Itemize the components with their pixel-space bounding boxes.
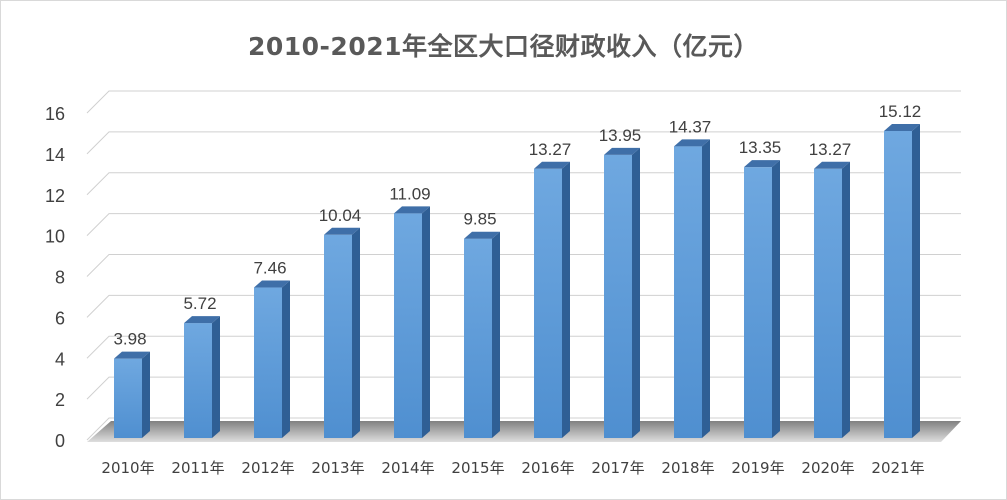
bar [114,351,150,438]
data-label: 7.46 [253,259,286,278]
bar-side [352,227,360,438]
y-tick-label: 6 [55,308,65,328]
bar-top [744,160,780,168]
data-label: 5.72 [183,294,216,313]
bar-top [394,206,430,214]
y-tick-label: 12 [45,186,65,206]
bar-side [912,123,920,439]
x-tick-label: 2014年 [381,459,434,477]
bar [464,231,500,438]
bar-front [744,167,772,439]
bar-top [324,227,360,235]
floor-plane [87,421,961,442]
bar-top [464,231,500,239]
bar-front [184,323,212,438]
bar [604,147,640,438]
y-tick-label: 4 [55,349,65,369]
x-tick-label: 2017年 [591,459,644,477]
bar [394,206,430,438]
x-tick-label: 2020年 [801,459,854,477]
data-label: 13.95 [599,126,642,145]
gridline [86,90,961,114]
bar-top [534,161,570,169]
bar-front [814,168,842,438]
x-axis-ticks: 2010年 2011年 2012年 2013年 2014年 2015年 2016年 2017年… [101,459,924,477]
bar-side [562,161,570,438]
bar-front [114,358,142,438]
data-label: 15.12 [879,102,922,121]
bar [324,227,360,438]
bar-front [394,213,422,438]
bar-side [772,160,780,439]
bar-top [674,139,710,147]
bar-side [282,280,290,438]
y-tick-label: 16 [45,104,65,124]
bar-side [422,206,430,438]
x-tick-label: 2013年 [311,459,364,477]
data-label: 3.98 [113,330,146,349]
bar-top [184,316,220,324]
bar-side [492,231,500,438]
data-label: 14.37 [669,117,712,136]
chart-floor [87,421,961,442]
data-label: 9.85 [463,210,496,229]
bar-front [254,287,282,438]
bars [114,123,920,439]
x-tick-label: 2018年 [661,459,714,477]
bar-top [884,123,920,131]
data-label: 13.35 [739,138,782,157]
y-tick-label: 14 [45,145,65,165]
bar-side [842,161,850,438]
data-label: 13.27 [529,140,572,159]
gridline [86,131,961,155]
bar [674,139,710,439]
data-label: 10.04 [319,206,362,225]
bar-side [632,147,640,438]
x-tick-label: 2021年 [871,459,924,477]
bar-front [674,146,702,439]
bar-side [212,316,220,438]
bar [814,161,850,438]
y-tick-label: 0 [55,431,65,451]
data-label: 13.27 [809,140,852,159]
bar-top [814,161,850,169]
bar [254,280,290,438]
x-tick-label: 2011年 [171,459,224,477]
x-tick-label: 2010年 [101,459,154,477]
data-labels: 3.98 5.72 7.46 10.04 11.09 9.85 13.27 13.95 14.3… [113,102,921,349]
bar-side [142,351,150,438]
x-tick-label: 2012年 [241,459,294,477]
bar-top [604,147,640,155]
y-tick-label: 10 [45,227,65,247]
data-label: 11.09 [389,184,430,203]
bar-top [114,351,150,359]
x-tick-label: 2015年 [451,459,504,477]
y-tick-label: 2 [55,390,65,410]
chart-title: 2010-2021年全区大口径财政收入（亿元） [247,32,760,61]
y-axis-ticks: 0 2 4 6 8 10 12 14 16 [45,104,65,451]
x-tick-label: 2019年 [731,459,784,477]
y-tick-label: 8 [55,268,65,288]
bar-side [702,139,710,439]
x-tick-label: 2016年 [521,459,574,477]
bar [744,160,780,439]
bar-front [534,168,562,438]
bar-front [884,130,912,439]
bar [184,316,220,438]
bar-front [324,234,352,438]
bar [884,123,920,439]
bar-front [604,154,632,438]
bar [534,161,570,438]
bar-front [464,238,492,438]
bar-top [254,280,290,288]
